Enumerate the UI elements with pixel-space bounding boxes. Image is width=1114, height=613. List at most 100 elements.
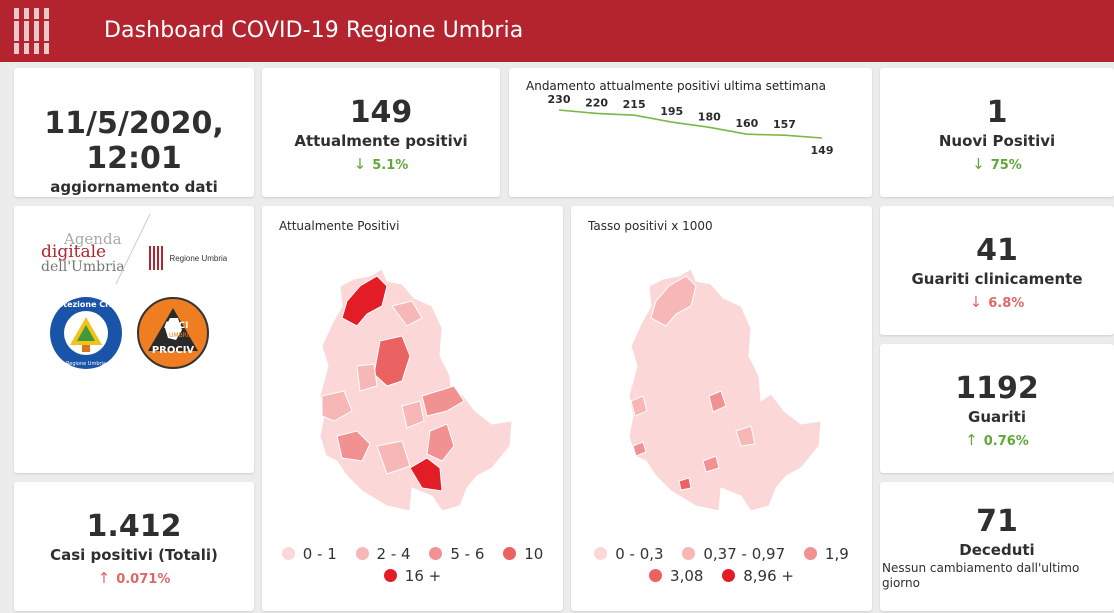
trend-value-label: 195 [660, 105, 683, 118]
logo-divider [115, 213, 151, 285]
agenda-digitale-logo: Agenda digitale dell'Umbria [28, 230, 138, 280]
legend-label: 2 - 4 [376, 545, 411, 563]
legend-dot [355, 547, 369, 560]
total-cases-value: 1.412 [86, 509, 182, 544]
recovered-card: 1192 Guariti ↑ 0.76% [880, 344, 1114, 473]
rate-map-title: Tasso positivi x 1000 [588, 219, 713, 233]
positive-map-legend: 0 - 1 2 - 4 5 - 6 10 16 + [262, 545, 563, 585]
legend-dot [594, 547, 608, 560]
regione-umbria-emblem-icon [149, 246, 163, 270]
recovered-delta-value: 0.76% [983, 434, 1029, 449]
trend-value-label: 215 [623, 98, 646, 111]
anci-umbria-text: UMBRIA [169, 332, 194, 339]
update-card: 11/5/2020, 12:01 aggiornamento dati [14, 68, 254, 197]
new-positive-delta-value: 75% [990, 158, 1022, 173]
positive-delta-value: 5.1% [372, 158, 409, 173]
legend-label: 1,9 [824, 545, 849, 563]
legend-item: 8,96 + [722, 567, 794, 585]
legend-label: 8,96 + [743, 567, 794, 585]
arrow-down-icon: ↓ [353, 155, 367, 173]
update-label: aggiornamento dati [50, 178, 218, 196]
legend-dot [383, 569, 397, 582]
new-positive-label: Nuovi Positivi [938, 132, 1056, 150]
positive-label: Attualmente positivi [294, 132, 468, 150]
trend-value-label: 160 [735, 117, 758, 130]
positive-card: 149 Attualmente positivi ↓ 5.1% [262, 68, 500, 197]
agenda-logo-line1: Agenda [64, 230, 122, 248]
legend-label: 0 - 0,3 [615, 545, 664, 563]
deaths-value: 71 [976, 504, 1018, 539]
arrow-up-icon: ↑ [965, 431, 978, 449]
arrow-up-icon: ↑ [97, 569, 111, 587]
legend-label: 3,08 [670, 567, 704, 585]
positive-delta: ↓ 5.1% [262, 155, 500, 173]
trend-value-label: 220 [585, 96, 608, 109]
legend-item: 0 - 0,3 [594, 545, 664, 563]
deaths-note: Nessun cambiamento dall'ultimo giorno [882, 561, 1080, 590]
clinical-recovered-label: Guariti clinicamente [911, 270, 1083, 288]
trend-title: Andamento attualmente positivi ultima se… [526, 79, 827, 93]
total-cases-delta-value: 0.071% [116, 572, 171, 587]
legend-item: 1,9 [803, 545, 849, 563]
total-cases-delta: ↑ 0.071% [14, 569, 254, 587]
protezione-civile-logo-icon: Protezione Civile Regione Umbria [48, 297, 124, 369]
trend-sparkline: 230 220 215 195 180 160 157 149 [548, 93, 834, 157]
agenda-logo-line3: dell'Umbria [41, 259, 125, 275]
prociv-text: PROCIV [152, 345, 195, 356]
legend-dot [281, 547, 295, 560]
legend-item: 3,08 [649, 567, 703, 585]
arrow-down-icon: ↓ [969, 293, 983, 311]
legend-dot [649, 569, 663, 582]
recovered-label: Guariti [968, 408, 1026, 426]
umbria-rate-map[interactable] [571, 206, 872, 611]
legend-item: 5 - 6 [429, 545, 484, 563]
trend-value-label: 180 [698, 110, 721, 123]
clinical-recovered-card: 41 Guariti clinicamente ↓ 6.8% [880, 206, 1114, 335]
trend-card: Andamento attualmente positivi ultima se… [509, 68, 872, 197]
app-header: Dashboard COVID-19 Regione Umbria [0, 0, 1114, 62]
deaths-card: 71 Deceduti Nessun cambiamento dall'ulti… [880, 482, 1114, 611]
legend-dot [803, 547, 817, 560]
positive-map-card: Attualmente Positivi 0 - 1 2 - 4 5 - 6 1… [262, 206, 563, 611]
regione-umbria-text: Regione Umbria [169, 253, 228, 263]
legend-label: 5 - 6 [450, 545, 485, 563]
regione-umbria-small-logo: Regione Umbria [149, 246, 227, 270]
legend-label: 0 - 1 [302, 545, 337, 563]
legend-label: 0,37 - 0,97 [703, 545, 786, 563]
update-datetime: 11/5/2020, 12:01 [44, 106, 224, 176]
arrow-down-icon: ↓ [972, 155, 985, 173]
legend-item: 0 - 1 [281, 545, 337, 563]
new-positive-card: 1 Nuovi Positivi ↓ 75% [880, 68, 1114, 197]
total-cases-label: Casi positivi (Totali) [50, 546, 218, 564]
positive-map-title: Attualmente Positivi [279, 219, 400, 233]
total-cases-card: 1.412 Casi positivi (Totali) ↑ 0.071% [14, 482, 254, 611]
clinical-recovered-value: 41 [976, 233, 1018, 268]
rate-map-legend: 0 - 0,3 0,37 - 0,97 1,9 3,08 8,96 + [571, 545, 872, 585]
legend-label: 16 + [404, 567, 442, 585]
umbria-positive-map[interactable] [262, 206, 563, 611]
trend-value-label: 157 [773, 118, 796, 131]
clinical-recovered-delta: ↓ 6.8% [880, 293, 1114, 311]
legend-dot [503, 547, 517, 560]
legend-dot [429, 547, 443, 560]
trend-value-label: 149 [811, 144, 834, 157]
anci-prociv-logo-icon: ANCI UMBRIA PROCIV [137, 297, 209, 369]
agenda-logo-line2: digitale [41, 242, 107, 262]
trend-value-label: 230 [548, 93, 571, 106]
trend-line [558, 109, 823, 139]
deaths-label: Deceduti [959, 541, 1035, 559]
legend-dot [682, 547, 696, 560]
anci-text: ANCI [164, 321, 188, 331]
new-positive-value: 1 [986, 95, 1008, 130]
recovered-delta: ↑ 0.76% [880, 431, 1114, 449]
page-title: Dashboard COVID-19 Regione Umbria [104, 18, 524, 43]
legend-item: 10 [503, 545, 543, 563]
protezione-civile-text: Protezione Civile [48, 300, 124, 309]
clinical-recovered-delta-value: 6.8% [988, 296, 1025, 311]
recovered-value: 1192 [955, 371, 1039, 406]
new-positive-delta: ↓ 75% [880, 155, 1114, 173]
legend-item: 16 + [383, 567, 442, 585]
rate-map-card: Tasso positivi x 1000 0 - 0,3 0,37 - 0,9… [571, 206, 872, 611]
legend-dot [722, 569, 736, 582]
logos-card: Agenda digitale dell'Umbria Regione Umbr… [14, 206, 254, 473]
